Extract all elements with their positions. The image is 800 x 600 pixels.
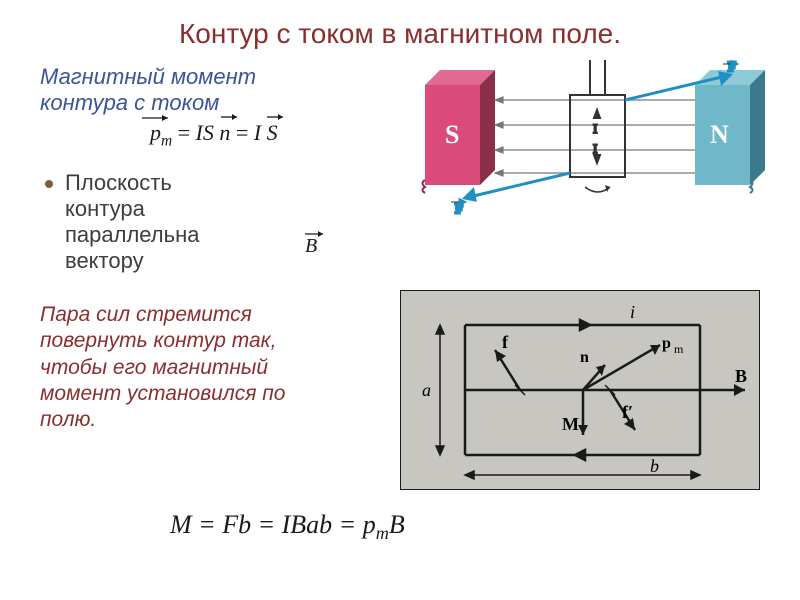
s-magnet-icon: S [423, 70, 496, 193]
svg-text:a: a [422, 380, 431, 400]
vector-arrow-B-icon [303, 227, 329, 239]
diagram-magnets-svg: S N I I [410, 55, 780, 220]
formula-pm: pm = IS n = I S [150, 120, 278, 150]
svg-text:S: S [445, 120, 459, 149]
svg-text:I: I [593, 141, 597, 156]
formula-M: M = Fb = IBab = pmB [170, 510, 405, 544]
subtitle-line2: контура с током [40, 90, 219, 115]
svg-text:p: p [662, 335, 671, 352]
title-text: Контур с током в магнитном поле. [179, 18, 621, 49]
svg-text:N: N [710, 120, 729, 149]
bullet-icon [45, 180, 53, 188]
vector-arrow-n-icon [219, 110, 241, 122]
n-magnet-icon: N [695, 70, 765, 193]
svg-text:I: I [593, 121, 597, 136]
svg-text:b: b [650, 456, 659, 476]
diagram-schematic-svg: i a b B n p m f f′ [400, 290, 760, 490]
body-line5: полю. [40, 408, 96, 431]
rotation-arrow-icon [585, 185, 610, 192]
body-text: Пара сил стремится повернуть контур так,… [40, 302, 285, 433]
vector-arrow-pm-icon [132, 106, 172, 136]
bullet-line1: Плоскость [65, 170, 172, 195]
current-loop-icon: I I [570, 60, 625, 177]
svg-text:M: M [562, 414, 579, 434]
diagram-magnets: S N I I [410, 55, 780, 225]
bullet-line2: контура [65, 196, 145, 221]
body-line3: чтобы его магнитный [40, 356, 268, 379]
subtitle-line1: Магнитный момент [40, 64, 256, 89]
svg-text:B: B [735, 366, 747, 386]
formula-M-main: M = Fb = IBab = p [170, 510, 376, 539]
bullet-text: Плоскость контура параллельна вектору [65, 170, 199, 274]
body-line4: момент установился по [40, 382, 285, 405]
svg-text:n: n [580, 349, 589, 366]
body-line2: повернуть контур так, [40, 329, 276, 352]
vector-arrow-S-icon [265, 110, 287, 122]
bullet-plane: Плоскость контура параллельна вектору [45, 170, 199, 274]
slide-title: Контур с током в магнитном поле. [0, 18, 800, 50]
bullet-line3: параллельна [65, 222, 199, 247]
svg-text:m: m [674, 342, 684, 356]
field-lines-icon [495, 97, 695, 176]
body-line1: Пара сил стремится [40, 303, 252, 326]
svg-text:i: i [630, 302, 635, 322]
bullet-line4: вектору [65, 248, 144, 273]
diagram-schematic: i a b B n p m f f′ [400, 290, 760, 495]
formula-M-sub: m [376, 523, 389, 543]
vector-B-label: B [305, 235, 317, 258]
svg-text:f′: f′ [622, 402, 633, 422]
svg-text:f: f [502, 332, 509, 352]
formula-M-tail: B [389, 510, 405, 539]
